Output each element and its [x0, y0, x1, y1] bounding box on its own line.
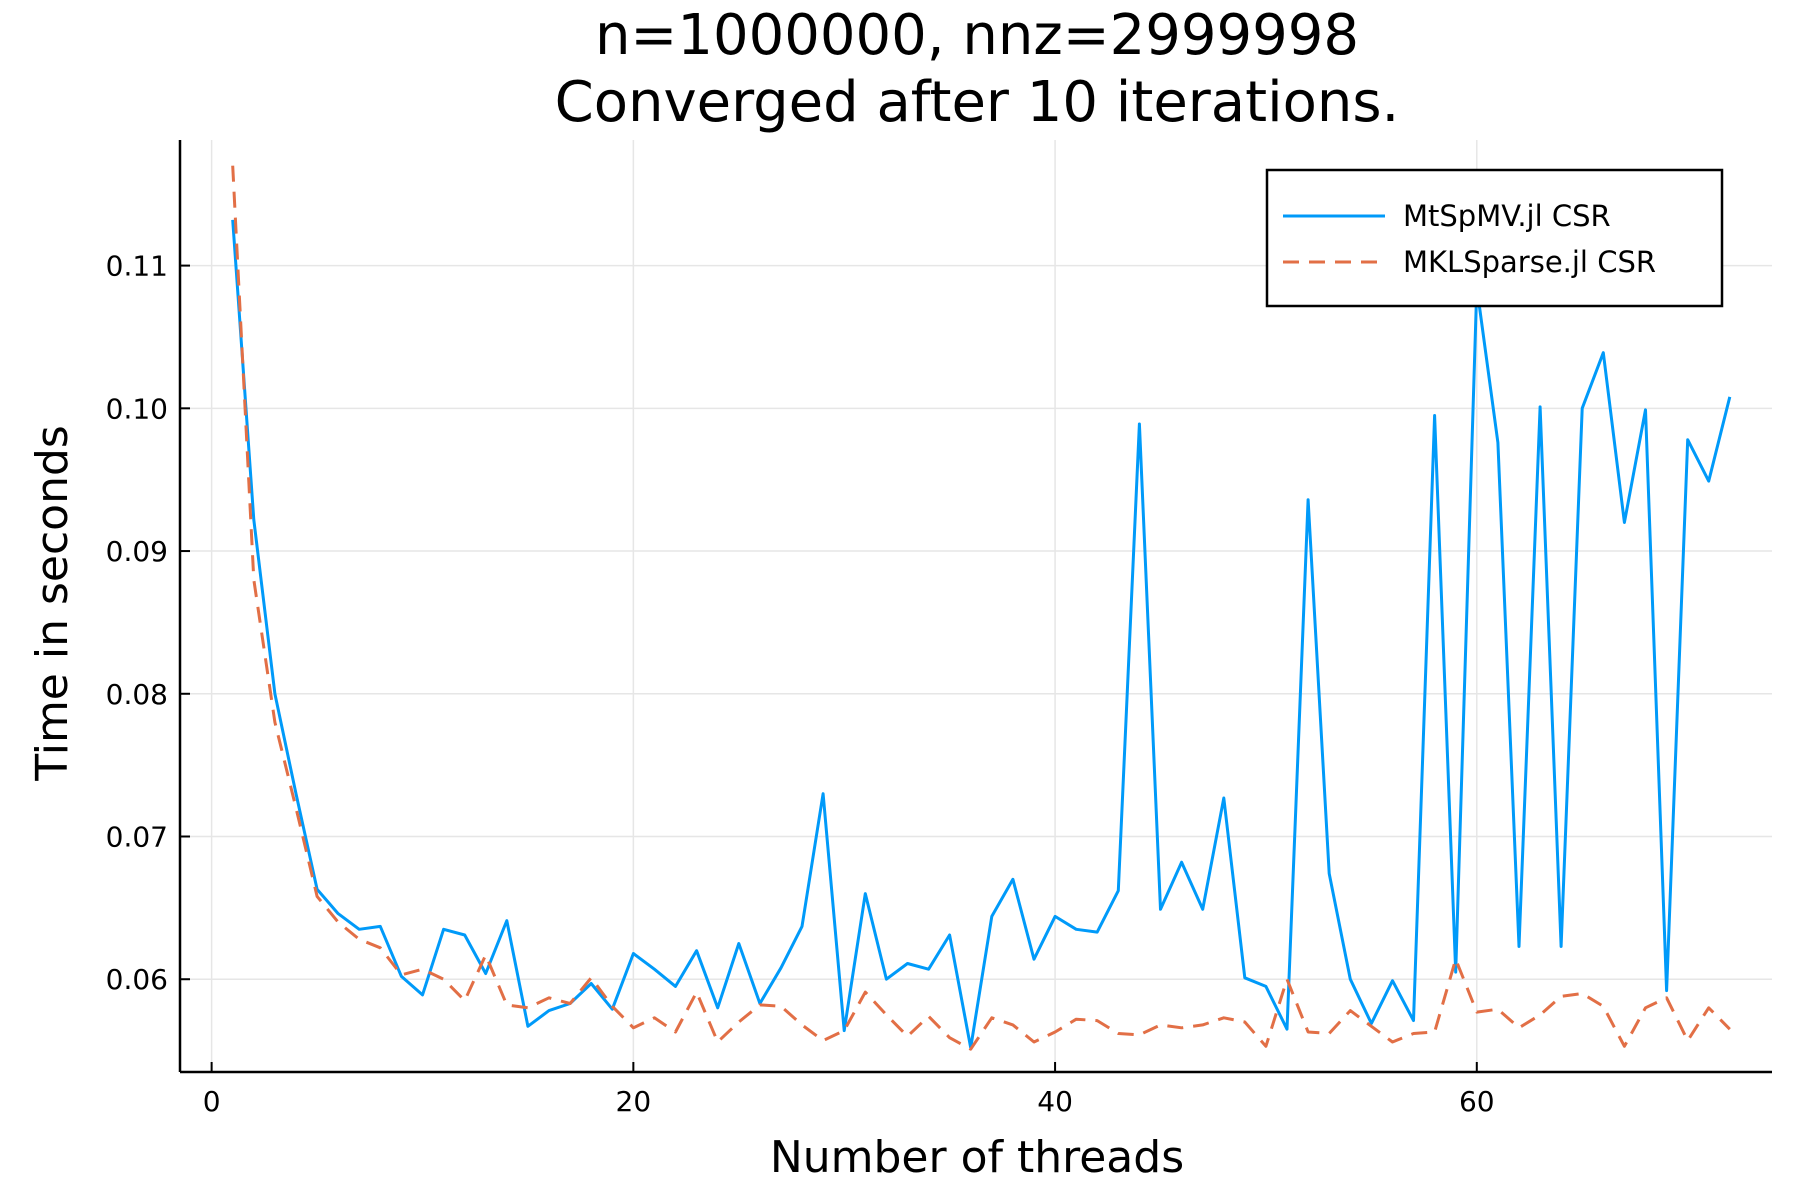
axes [178, 140, 1772, 1074]
legend-label-mklsparse: MKLSparse.jl CSR [1403, 245, 1656, 279]
legend: MtSpMV.jl CSR MKLSparse.jl CSR [1265, 168, 1724, 308]
y-tick-label: 0.09 [106, 535, 168, 568]
y-tick-label: 0.11 [106, 250, 168, 283]
series-line-mklsparse [231, 165, 1731, 1051]
legend-label-mtspmv: MtSpMV.jl CSR [1403, 199, 1611, 233]
ticks: 0 20 40 60 0.06 0.07 0.08 0.09 0.10 0.11 [106, 250, 1495, 1118]
chart-title-line-1: n=1000000, nnz=2999998 [595, 3, 1359, 68]
legend-box [1265, 168, 1724, 308]
y-tick-label: 0.07 [106, 821, 168, 854]
x-tick-label: 60 [1459, 1085, 1495, 1118]
chart-title-line-2: Converged after 10 iterations. [555, 70, 1400, 135]
x-axis-label: Number of threads [770, 1132, 1184, 1183]
series-lines [231, 165, 1732, 1051]
y-tick-label: 0.06 [106, 963, 168, 996]
series-line-mtspmv [231, 219, 1732, 1050]
y-axis-label: Time in seconds [27, 425, 78, 782]
x-tick-label: 0 [203, 1085, 221, 1118]
y-tick-label: 0.08 [106, 678, 168, 711]
y-tick-label: 0.10 [106, 392, 168, 425]
x-tick-label: 40 [1037, 1085, 1073, 1118]
x-tick-label: 20 [616, 1085, 652, 1118]
